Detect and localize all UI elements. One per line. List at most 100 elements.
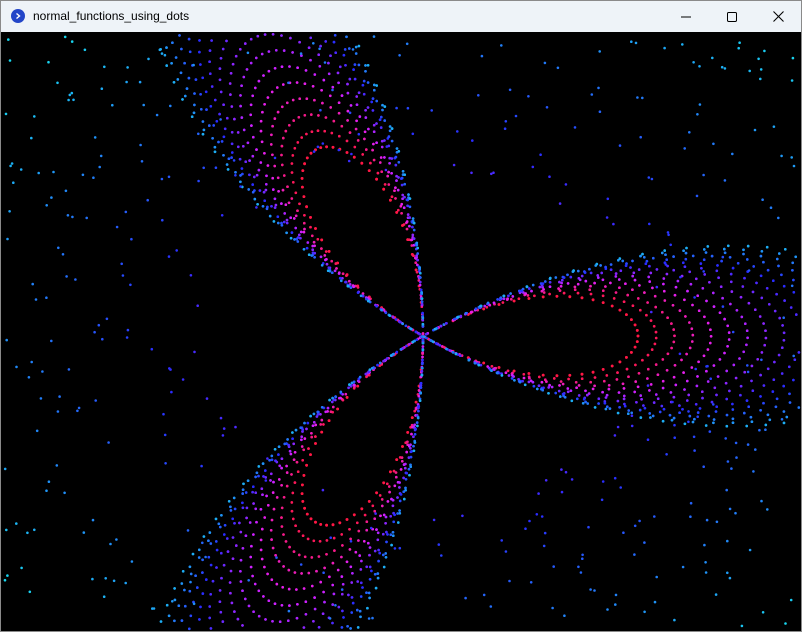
curve-dot xyxy=(316,238,320,241)
curve-dot xyxy=(331,561,335,565)
curve-dot xyxy=(618,360,622,364)
curve-dot xyxy=(165,46,168,49)
drawing-canvas[interactable] xyxy=(1,32,801,631)
curve-dot xyxy=(705,299,708,303)
curve-dot xyxy=(672,416,676,420)
curve-dot xyxy=(553,377,556,380)
curve-dot xyxy=(320,238,324,242)
curve-dot xyxy=(492,301,496,305)
curve-dot xyxy=(239,570,242,573)
scatter-dot xyxy=(687,420,690,424)
curve-dot xyxy=(177,604,181,607)
curve-dot xyxy=(341,583,345,586)
scatter-dot xyxy=(705,518,709,522)
curve-dot xyxy=(328,398,331,402)
curve-dot xyxy=(365,148,368,151)
curve-dot xyxy=(283,442,287,446)
curve-dot xyxy=(367,591,371,595)
curve-dot xyxy=(383,119,387,122)
curve-dot xyxy=(312,240,316,244)
curve-dot xyxy=(408,216,412,219)
scatter-dot xyxy=(100,87,104,90)
curve-dot xyxy=(445,322,448,325)
curve-dot xyxy=(272,480,275,484)
curve-dot xyxy=(630,411,633,415)
curve-dot xyxy=(240,116,244,119)
curve-dot xyxy=(338,521,342,525)
close-button[interactable] xyxy=(755,1,801,32)
curve-dot xyxy=(247,604,251,608)
curve-dot xyxy=(418,397,422,401)
curve-dot xyxy=(344,392,348,396)
scatter-dot xyxy=(663,46,666,50)
curve-dot xyxy=(380,115,383,119)
curve-dot xyxy=(454,352,458,356)
scatter-dot xyxy=(734,511,737,515)
scatter-dot xyxy=(723,67,727,70)
curve-dot xyxy=(191,552,195,556)
curve-dot xyxy=(364,116,368,119)
curve-dot xyxy=(208,60,211,63)
curve-dot xyxy=(244,597,247,601)
curve-dot xyxy=(280,224,284,227)
scatter-dot xyxy=(395,106,398,110)
curve-dot xyxy=(486,301,490,305)
curve-dot xyxy=(696,375,699,378)
curve-dot xyxy=(352,68,355,71)
curve-dot xyxy=(322,78,326,82)
curve-dot xyxy=(358,554,362,557)
scatter-dot xyxy=(196,304,199,308)
curve-dot xyxy=(781,346,784,350)
curve-dot xyxy=(277,445,281,449)
scatter-dot xyxy=(74,278,77,281)
scatter-dot xyxy=(681,43,684,46)
title-bar[interactable]: normal_functions_using_dots xyxy=(1,1,801,32)
scatter-dot xyxy=(790,79,794,82)
curve-dot xyxy=(593,281,596,285)
curve-dot xyxy=(292,517,295,521)
curve-dot xyxy=(277,190,280,193)
scatter-dot xyxy=(731,152,734,156)
curve-dot xyxy=(593,384,596,388)
curve-dot xyxy=(670,418,674,422)
curve-dot xyxy=(557,287,560,290)
scatter-dot xyxy=(125,336,129,339)
curve-dot xyxy=(300,435,304,439)
curve-dot xyxy=(736,262,740,265)
curve-dot xyxy=(330,131,334,135)
scatter-dot xyxy=(789,598,793,602)
curve-dot xyxy=(269,529,273,532)
curve-dot xyxy=(482,307,486,311)
curve-dot xyxy=(319,580,323,584)
curve-dot xyxy=(359,568,363,571)
curve-dot xyxy=(420,300,424,304)
minimize-button[interactable] xyxy=(663,1,709,32)
curve-dot xyxy=(196,586,199,589)
curve-dot xyxy=(682,261,685,264)
curve-dot xyxy=(376,538,380,542)
scatter-dot xyxy=(633,553,636,556)
curve-dot xyxy=(388,485,391,488)
scatter-dot xyxy=(3,578,7,582)
curve-dot xyxy=(273,164,277,168)
scatter-dot xyxy=(643,541,646,544)
scatter-dot xyxy=(504,550,508,553)
curve-dot xyxy=(764,329,767,333)
curve-dot xyxy=(607,384,611,387)
scatter-dot xyxy=(140,160,144,163)
curve-dot xyxy=(295,81,299,84)
maximize-button[interactable] xyxy=(709,1,755,32)
curve-dot xyxy=(293,481,297,484)
scatter-dot xyxy=(181,378,185,381)
curve-dot xyxy=(394,197,397,200)
curve-dot xyxy=(194,574,197,577)
curve-dot xyxy=(747,405,750,409)
curve-dot xyxy=(188,50,192,54)
scatter-dot xyxy=(759,77,762,81)
scatter-dot xyxy=(489,605,493,608)
curve-dot xyxy=(388,314,391,317)
curve-dot xyxy=(218,589,222,592)
curve-dot xyxy=(404,489,407,492)
curve-dot xyxy=(367,299,370,303)
scatter-dot xyxy=(598,50,601,53)
